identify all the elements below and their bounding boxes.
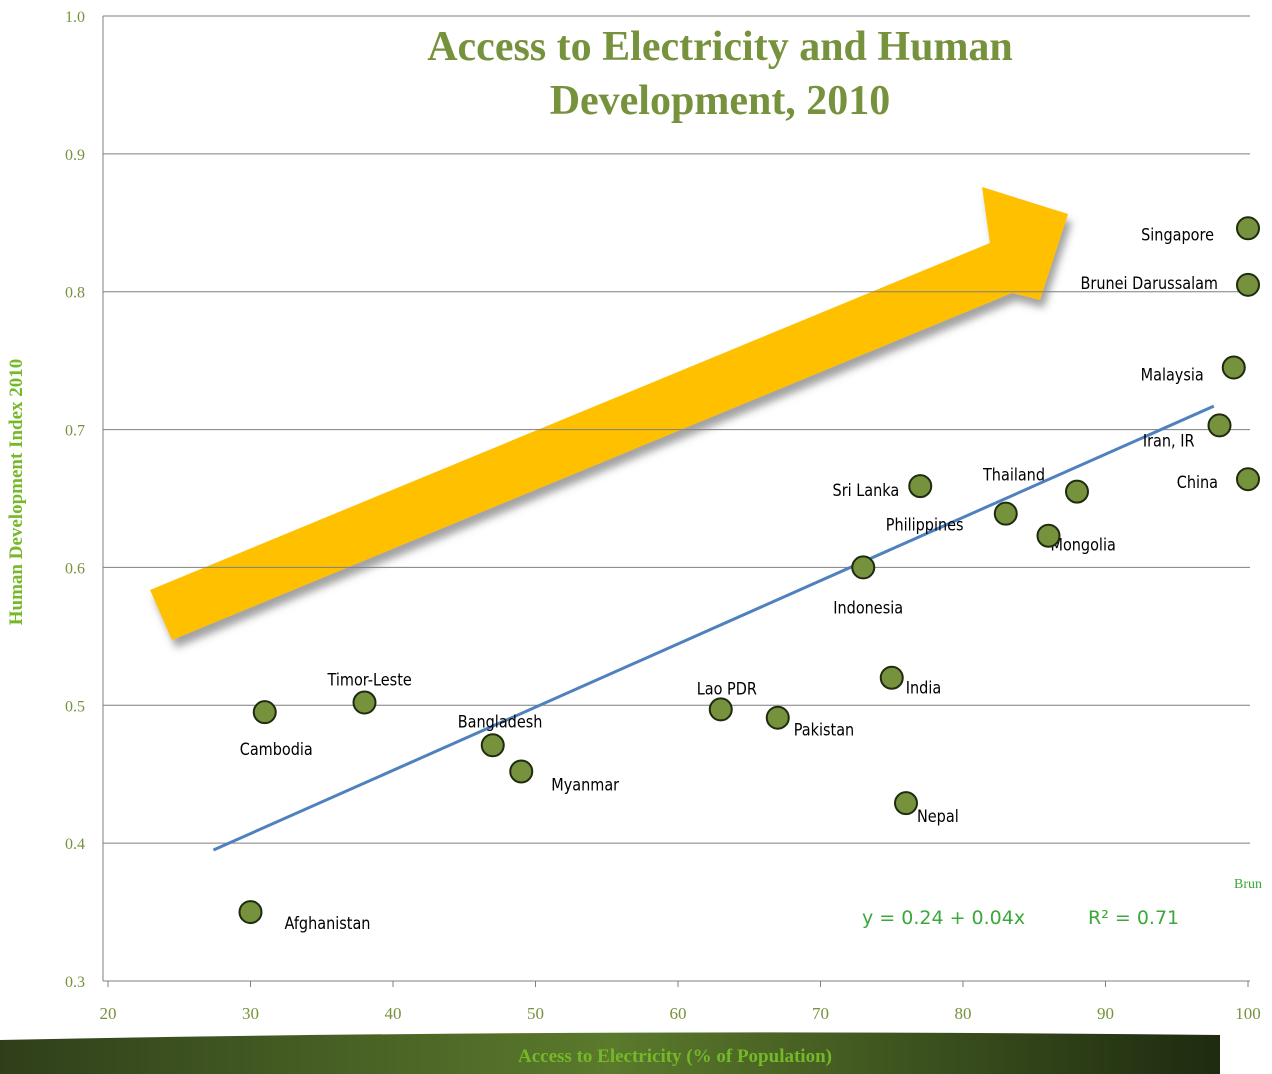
clipped-label: Brun — [1234, 877, 1262, 892]
x-tick-label: 60 — [670, 1004, 687, 1023]
point-label: Pakistan — [794, 720, 854, 740]
point — [708, 697, 733, 722]
point — [908, 474, 933, 499]
decor-arrow — [150, 187, 1068, 640]
point-label: Lao PDR — [697, 678, 757, 698]
point-label: Indonesia — [833, 597, 903, 617]
y-tick-label: 0.3 — [65, 974, 85, 991]
y-tick-label: 0.6 — [65, 560, 85, 577]
point-label: Mongolia — [1051, 535, 1116, 555]
y-tick-label: 0.4 — [65, 836, 85, 853]
chart-title: Access to Electricity and Human Developm… — [427, 24, 1013, 124]
decor-swoosh — [0, 1032, 1220, 1074]
trend-line — [212, 404, 1215, 852]
point-label: Bangladesh — [458, 711, 543, 731]
point-label: Cambodia — [240, 739, 313, 759]
x-axis-label: Access to Electricity (% of Population) — [518, 1046, 832, 1067]
plot-area: 0.3 0.4 0.5 0.6 0.7 0.8 0.9 1.0 20 30 40 50 60 70 80 90… — [65, 9, 1261, 1023]
y-tick-label: 0.5 — [65, 698, 85, 715]
x-tick-label: 50 — [527, 1004, 544, 1023]
y-tick-label: 0.8 — [65, 285, 85, 302]
point-label: Brunei Darussalam — [1080, 273, 1218, 293]
x-tick-label: 20 — [100, 1004, 117, 1023]
point-label: Myanmar — [551, 774, 619, 794]
x-tick-label: 90 — [1097, 1004, 1114, 1023]
point — [993, 501, 1018, 526]
point-label: Sri Lanka — [833, 480, 900, 500]
point-label: Malaysia — [1141, 364, 1204, 384]
x-tick-label: 80 — [955, 1004, 972, 1023]
point — [1207, 413, 1232, 438]
point — [252, 700, 277, 725]
x-tick-label: 100 — [1235, 1004, 1261, 1023]
point-label: Singapore — [1141, 224, 1214, 244]
x-tick-label: 30 — [242, 1004, 259, 1023]
point — [1065, 479, 1089, 504]
point-label: China — [1177, 472, 1218, 492]
point — [894, 791, 918, 816]
point-label: India — [906, 678, 941, 698]
point-label: Thailand — [982, 464, 1045, 484]
point-label: Afghanistan — [285, 913, 371, 933]
point-label: Iran, IR — [1143, 430, 1195, 450]
point — [480, 733, 505, 758]
y-tick-label: 1.0 — [65, 9, 85, 26]
y-tick-label: 0.9 — [65, 147, 85, 164]
point-label: Nepal — [917, 806, 959, 826]
point — [352, 690, 377, 715]
y-axis-label: Human Development Index 2010 — [6, 359, 27, 626]
point — [1221, 355, 1246, 380]
point-label: Timor-Leste — [327, 669, 412, 689]
point — [1236, 467, 1260, 492]
x-tick-label: 70 — [812, 1004, 829, 1023]
point — [238, 900, 263, 925]
point — [509, 759, 534, 784]
point — [851, 555, 876, 580]
equation: y = 0.24 + 0.04x — [862, 907, 1025, 929]
r-squared: R² = 0.71 — [1088, 907, 1179, 929]
point — [765, 705, 790, 730]
point — [879, 665, 904, 690]
point — [1236, 216, 1260, 241]
x-tick-label: 40 — [385, 1004, 402, 1023]
y-tick-label: 0.7 — [65, 423, 85, 440]
point-label: Philippines — [886, 515, 964, 535]
point — [1236, 272, 1260, 297]
point — [1036, 523, 1061, 548]
